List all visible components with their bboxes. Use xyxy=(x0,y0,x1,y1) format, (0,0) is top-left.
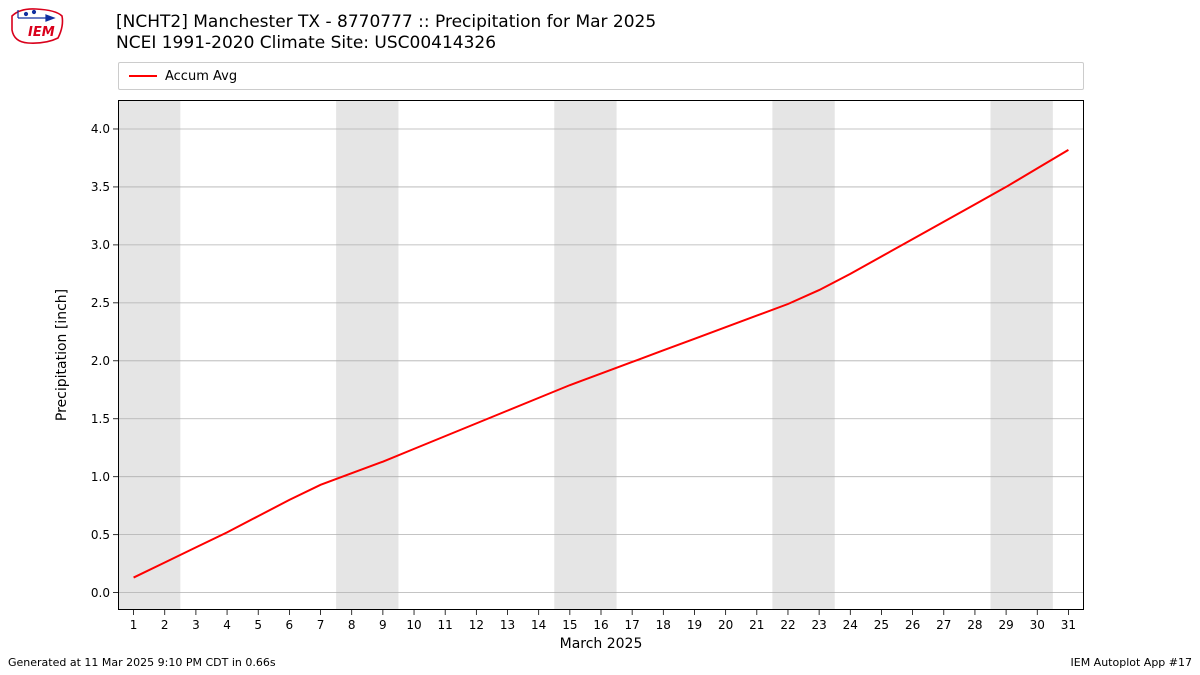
x-tick-label: 23 xyxy=(811,618,826,632)
title-line-1: [NCHT2] Manchester TX - 8770777 :: Preci… xyxy=(116,12,656,33)
x-tick-label: 18 xyxy=(656,618,671,632)
x-tick-label: 4 xyxy=(223,618,231,632)
x-tick-label: 6 xyxy=(286,618,294,632)
x-tick-label: 5 xyxy=(254,618,262,632)
x-tick-label: 11 xyxy=(438,618,453,632)
y-tick-label: 0.0 xyxy=(84,586,110,600)
legend-swatch xyxy=(129,75,157,77)
x-tick-label: 1 xyxy=(130,618,138,632)
y-tick-label: 4.0 xyxy=(84,122,110,136)
y-tick-label: 3.5 xyxy=(84,180,110,194)
chart-plot-area xyxy=(118,100,1084,610)
x-tick-label: 12 xyxy=(469,618,484,632)
y-axis-label: Precipitation [inch] xyxy=(54,289,70,421)
x-tick-label: 28 xyxy=(967,618,982,632)
x-tick-label: 8 xyxy=(348,618,356,632)
x-tick-label: 15 xyxy=(562,618,577,632)
x-tick-label: 27 xyxy=(936,618,951,632)
title-line-2: NCEI 1991-2020 Climate Site: USC00414326 xyxy=(116,33,656,54)
x-axis-label: March 2025 xyxy=(560,636,643,652)
x-tick-label: 21 xyxy=(749,618,764,632)
y-tick-label: 0.5 xyxy=(84,528,110,542)
y-tick-label: 3.0 xyxy=(84,238,110,252)
x-tick-label: 30 xyxy=(1030,618,1045,632)
x-tick-label: 9 xyxy=(379,618,387,632)
footer-app: IEM Autoplot App #17 xyxy=(1071,656,1193,669)
x-tick-label: 17 xyxy=(625,618,640,632)
svg-text:IEM: IEM xyxy=(28,25,55,40)
iem-logo: IEM xyxy=(6,6,66,46)
y-tick-label: 2.0 xyxy=(84,354,110,368)
legend-label: Accum Avg xyxy=(165,69,237,84)
x-tick-label: 24 xyxy=(843,618,858,632)
x-tick-label: 25 xyxy=(874,618,889,632)
x-tick-label: 29 xyxy=(998,618,1013,632)
x-tick-label: 20 xyxy=(718,618,733,632)
y-tick-label: 2.5 xyxy=(84,296,110,310)
x-tick-label: 13 xyxy=(500,618,515,632)
x-tick-label: 2 xyxy=(161,618,169,632)
y-tick-label: 1.5 xyxy=(84,412,110,426)
x-tick-label: 22 xyxy=(780,618,795,632)
x-tick-label: 14 xyxy=(531,618,546,632)
x-tick-label: 31 xyxy=(1061,618,1076,632)
x-tick-label: 19 xyxy=(687,618,702,632)
footer-generated: Generated at 11 Mar 2025 9:10 PM CDT in … xyxy=(8,656,276,669)
chart-title: [NCHT2] Manchester TX - 8770777 :: Preci… xyxy=(116,12,656,55)
x-tick-label: 16 xyxy=(593,618,608,632)
x-tick-label: 26 xyxy=(905,618,920,632)
legend: Accum Avg xyxy=(118,62,1084,90)
x-tick-label: 7 xyxy=(317,618,325,632)
y-tick-label: 1.0 xyxy=(84,470,110,484)
x-tick-label: 3 xyxy=(192,618,200,632)
x-tick-label: 10 xyxy=(406,618,421,632)
